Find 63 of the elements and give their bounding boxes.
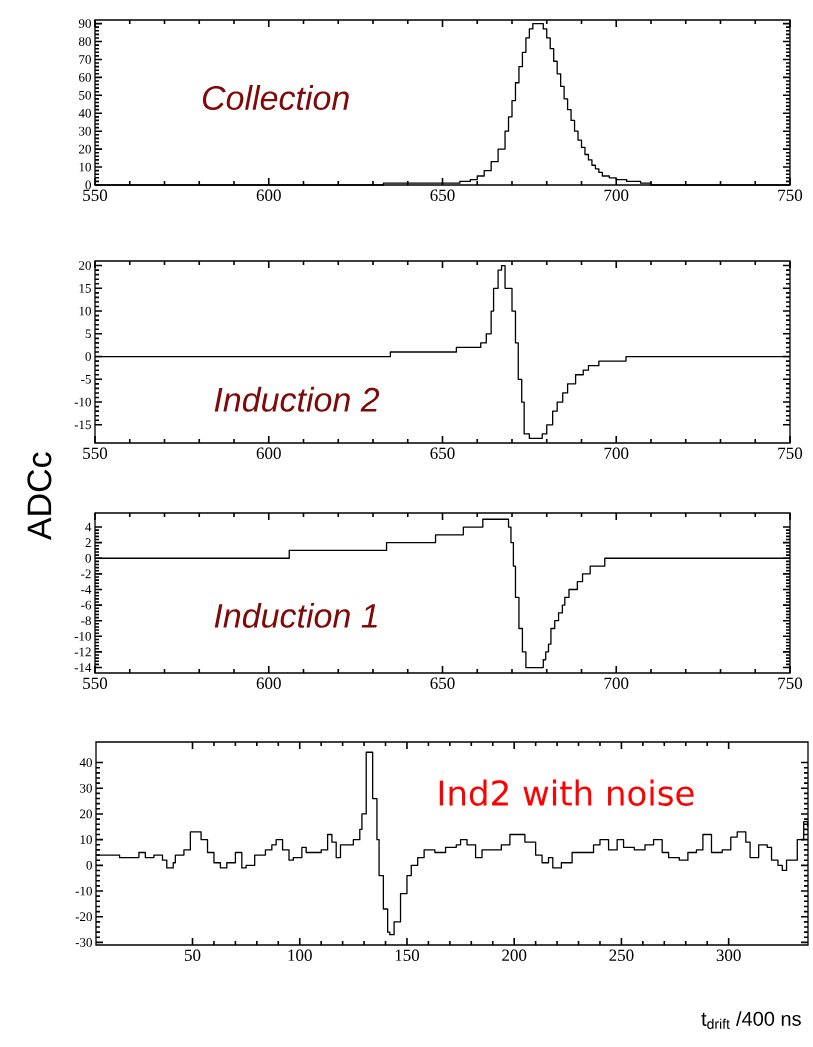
text: Induction 2 [214,386,380,412]
y-tick-label: 30 [79,126,91,136]
y-tick-label: 70 [79,55,91,64]
x-axis-title: t$_{drift}$ /400 ns [701,1011,801,1029]
x-tick-label: 650 [430,189,455,201]
y-tick-label: -30 [75,938,92,947]
y-tick-label: 2 [85,538,91,547]
x-tick-label: 750 [778,677,803,690]
y-tick-label: 0 [85,352,91,361]
y-tick-label: -10 [74,397,91,407]
y-tick-label: -12 [74,647,91,657]
y-tick-label: 0 [85,553,91,563]
y-tick-label: 60 [79,73,91,82]
y-tick-label: 0 [85,180,91,190]
y-tick-label: -8 [81,616,91,626]
y-axis-title: ADCc [27,452,52,541]
y-tick-label: -5 [81,374,91,384]
y-tick-label: 10 [79,162,91,172]
x-tick-label: 700 [604,677,629,690]
y-tick-label: 5 [85,329,91,339]
x-tick-label: 550 [83,189,108,201]
y-tick-label: 50 [79,90,91,100]
y-tick-label: -14 [74,663,92,672]
x-tick-label: 200 [502,949,527,961]
x-tick-label: 700 [604,189,629,201]
y-tick-label: -4 [81,585,92,594]
y-tick-label: 20 [80,809,92,819]
y-tick-label: -10 [74,631,91,641]
x-tick-label: 150 [395,949,420,961]
y-tick-label: 40 [78,108,91,118]
x-tick-label: 550 [83,447,108,459]
y-tick-label: 10 [80,835,92,845]
y-tick-label: -10 [75,886,92,896]
y-tick-label: 20 [79,144,91,154]
x-tick-label: 50 [184,949,201,961]
y-tick-label: 80 [78,37,91,46]
y-tick-label: 30 [80,783,92,793]
y-tick-label: -6 [81,600,92,610]
x-tick-label: 600 [256,447,281,459]
x-tick-label: 300 [716,949,741,961]
x-tick-label: 250 [609,949,634,961]
x-tick-label: 650 [430,677,455,690]
x-tick-label: 550 [83,677,108,690]
y-tick-label: -15 [74,420,91,430]
y-tick-label: 4 [85,522,92,532]
text: Ind2 with noise [439,779,694,806]
y-tick-label: 0 [86,860,92,870]
y-tick-label: 15 [79,283,91,293]
x-tick-label: 750 [778,189,803,201]
y-tick-label: 90 [78,19,91,28]
x-tick-label: 600 [256,677,281,690]
y-tick-label: 40 [79,758,92,767]
x-tick-label: 750 [778,447,803,459]
y-tick-label: -2 [81,569,91,579]
text: Induction 1 [214,602,377,628]
x-tick-label: 100 [288,949,312,961]
y-tick-label: -20 [75,912,92,922]
y-tick-label: 10 [79,306,91,316]
x-tick-label: 700 [604,447,629,459]
y-tick-label: 20 [79,261,91,270]
text: Collection [202,85,349,111]
x-tick-label: 600 [256,189,281,201]
x-tick-label: 650 [430,447,455,459]
